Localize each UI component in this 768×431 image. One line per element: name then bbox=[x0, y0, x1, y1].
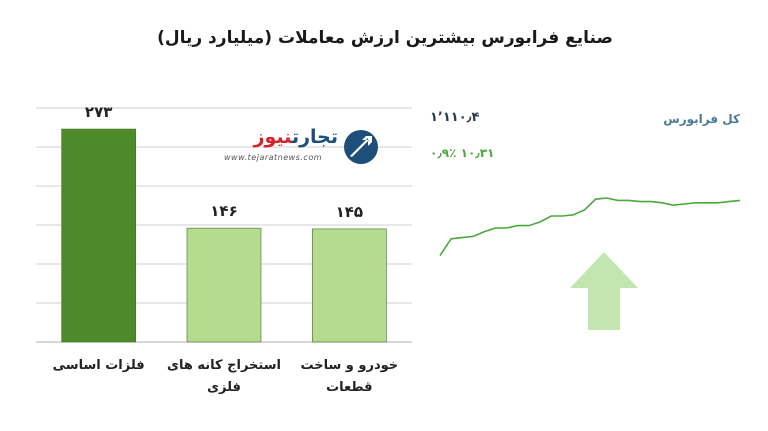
category-label-line: استخراج کانه های bbox=[167, 358, 281, 373]
bar-value-label: ۱۴۶ bbox=[210, 202, 237, 220]
index-change: ۱۰٫۳۱ ۰٫۹٪ bbox=[430, 146, 495, 160]
index-series-line bbox=[439, 197, 741, 257]
bar-value-label: ۱۴۵ bbox=[336, 203, 363, 221]
tejarat-news-logo: تجارتنیوز www.tejaratnews.com bbox=[222, 126, 382, 172]
logo-wordmark: تجارتنیوز bbox=[254, 126, 338, 148]
category-label-line: فلزات اساسی bbox=[52, 358, 145, 373]
bar-value-label: ۲۷۳ bbox=[85, 103, 112, 121]
index-name: کل فرابورس bbox=[663, 112, 740, 126]
category-label: فلزات اساسی bbox=[29, 355, 169, 377]
bar bbox=[186, 227, 262, 343]
logo-word-news: نیوز bbox=[253, 126, 292, 148]
arrow-logo-icon bbox=[344, 130, 378, 164]
logo-word-tejarat: تجارت bbox=[291, 126, 338, 148]
category-label: خودرو و ساخت قطعات bbox=[279, 355, 419, 399]
index-value: ۱٬۱۱۰٫۴ bbox=[430, 110, 480, 125]
chart-title: صنایع فرابورس بیشترین ارزش معاملات (میلی… bbox=[157, 28, 613, 48]
up-arrow-icon bbox=[570, 252, 638, 330]
logo-url: www.tejaratnews.com bbox=[224, 153, 323, 162]
category-label-line: قطعات bbox=[326, 380, 373, 395]
category-label-line: خودرو و ساخت bbox=[300, 358, 399, 373]
bar bbox=[312, 228, 387, 343]
bar bbox=[61, 128, 136, 343]
category-label-line: فلزی bbox=[207, 380, 241, 395]
category-label: استخراج کانه های فلزی bbox=[154, 355, 294, 399]
